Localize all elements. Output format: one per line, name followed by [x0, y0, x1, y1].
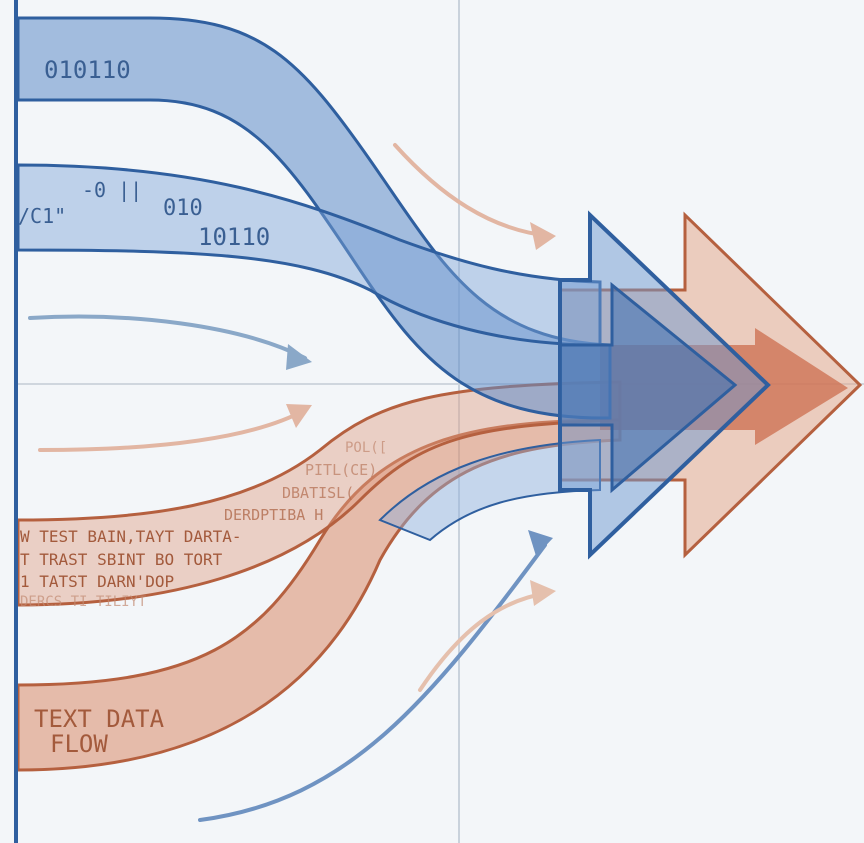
- thin-arrow-orange-lower-head: [530, 580, 556, 606]
- garble-text-3: 1 TATST DARN'DOP: [20, 572, 174, 591]
- text-flow-label-line2: FLOW: [50, 730, 108, 758]
- text-flow-label-line1: TEXT DATA: [34, 705, 165, 733]
- binary-label-mid-a: -0 ||: [82, 178, 142, 202]
- garble-text-7: PITL(CE): [305, 461, 377, 479]
- binary-label-mid-c: 10110: [198, 223, 270, 251]
- thin-arrow-blue-mid-head: [286, 344, 312, 370]
- thin-arrow-orange-top-head: [530, 222, 556, 250]
- thin-arrow-orange-mid: [38, 408, 307, 452]
- thin-arrow-orange-mid-head: [286, 404, 312, 428]
- binary-label-top: 010110: [44, 56, 131, 84]
- thin-arrow-orange-top: [393, 143, 552, 238]
- thin-arrow-blue-mid: [28, 314, 307, 360]
- garble-text-8: POL([: [345, 440, 387, 456]
- blue-arrow-inner-icon: [558, 281, 738, 494]
- thin-arrow-blue-lower-head: [528, 530, 553, 556]
- garble-text-1: W TEST BAIN,TAYT DARTA-: [20, 527, 242, 546]
- garble-text-5: DERDPTIBA H: [224, 506, 323, 524]
- garble-text-6: DBATISL(: [282, 484, 354, 502]
- thin-arrow-blue-lower: [198, 543, 547, 822]
- binary-label-left: /C1": [18, 204, 66, 228]
- binary-label-mid-b: 010: [163, 196, 203, 221]
- garble-text-4: DERCS TI TILIYT: [20, 594, 147, 610]
- thin-arrow-orange-lower: [418, 591, 550, 692]
- garble-text-2: T TRAST SBINT BO TORT: [20, 550, 223, 569]
